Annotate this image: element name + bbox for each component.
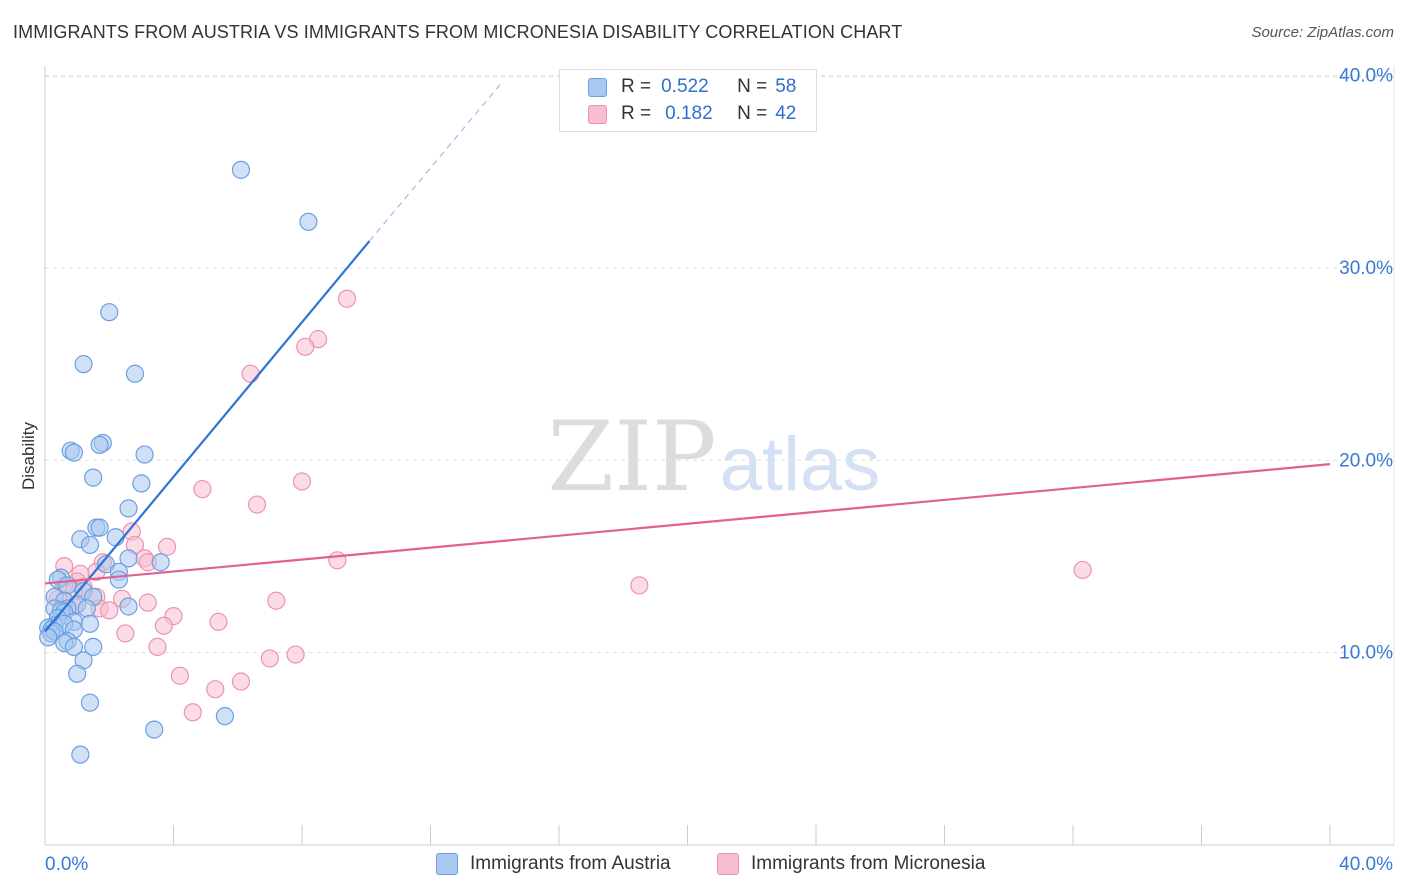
legend-n-label: N = xyxy=(737,103,768,124)
legend-micronesia-r: 0.182 xyxy=(665,103,713,124)
series-micronesia-points xyxy=(48,289,1092,722)
austria-point-56 xyxy=(145,720,164,739)
austria-point-20 xyxy=(151,553,170,572)
austria-point-6 xyxy=(64,443,84,462)
micronesia-point-34 xyxy=(116,624,135,643)
austria-point-12 xyxy=(119,499,138,518)
austria-point-35 xyxy=(77,599,96,618)
y-axis-label: Disability xyxy=(19,421,38,490)
legend-austria-r: 0.522 xyxy=(661,76,709,97)
austria-point-24 xyxy=(109,570,128,589)
austria-point-2 xyxy=(100,303,119,322)
austria-point-0 xyxy=(231,160,251,179)
micronesia-point-4 xyxy=(292,472,312,491)
micronesia-point-11 xyxy=(328,551,347,570)
austria-point-18 xyxy=(119,549,138,568)
austria-point-4 xyxy=(125,364,145,383)
micronesia-point-2 xyxy=(296,337,315,356)
austria-point-17 xyxy=(106,528,125,547)
austria-point-16 xyxy=(80,535,100,555)
legend-row-micronesia: R = 0.182 N = 42 xyxy=(588,102,796,126)
austria-point-14 xyxy=(90,518,109,537)
micronesia-point-41 xyxy=(183,703,202,722)
legend-r-label: R = xyxy=(621,76,652,97)
micronesia-point-39 xyxy=(231,672,251,691)
austria-point-3 xyxy=(74,355,93,374)
micronesia-point-17 xyxy=(1073,560,1092,580)
watermark-zip: ZIP xyxy=(547,401,716,513)
micronesia-point-30 xyxy=(100,601,119,620)
legend-austria-n: 58 xyxy=(775,76,797,97)
y-tick-label-0: 10.0% xyxy=(1339,643,1393,664)
micronesia-point-18 xyxy=(630,576,649,595)
y-tick-label-1: 20.0% xyxy=(1339,450,1393,471)
legend-n-label: N = xyxy=(737,76,768,97)
legend-micronesia-n: 42 xyxy=(775,103,797,124)
bottom-legend-swatch-micronesia xyxy=(717,853,739,875)
austria-point-55 xyxy=(215,707,234,726)
austria-point-51 xyxy=(64,637,84,656)
micronesia-point-0 xyxy=(337,289,357,308)
chart-title: IMMIGRANTS FROM AUSTRIA VS IMMIGRANTS FR… xyxy=(13,22,903,42)
austria-point-31 xyxy=(119,597,138,616)
micronesia-point-9 xyxy=(157,537,177,556)
legend-swatch-micronesia xyxy=(588,104,607,124)
micronesia-point-5 xyxy=(193,480,212,499)
trendlines xyxy=(44,82,1331,633)
micronesia-point-3 xyxy=(241,364,260,383)
austria-trendline-extension xyxy=(369,82,502,242)
micronesia-point-37 xyxy=(260,649,279,668)
micronesia-point-6 xyxy=(247,495,267,514)
micronesia-trendline xyxy=(44,463,1331,585)
y-tick-label-3: 40.0% xyxy=(1339,66,1393,87)
bottom-legend-label-austria: Immigrants from Austria xyxy=(470,853,671,874)
source-credit: Source: ZipAtlas.com xyxy=(1251,24,1394,41)
y-tick-label-2: 30.0% xyxy=(1339,258,1393,279)
legend-swatch-austria xyxy=(588,77,607,97)
correlation-legend: R = 0.522 N = 58 R = 0.182 N = 42 xyxy=(559,69,817,132)
legend-r-label: R = xyxy=(621,103,652,124)
micronesia-point-26 xyxy=(138,593,157,612)
bottom-legend-label-micronesia: Immigrants from Micronesia xyxy=(751,853,986,874)
austria-point-53 xyxy=(68,664,87,683)
austria-point-9 xyxy=(135,445,154,464)
micronesia-point-32 xyxy=(209,612,228,631)
axes xyxy=(44,66,1395,846)
bottom-legend-swatch-austria xyxy=(436,853,458,875)
micronesia-point-35 xyxy=(148,637,167,656)
austria-point-57 xyxy=(71,745,90,764)
austria-point-10 xyxy=(84,468,103,487)
x-tick-label-0: 0.0% xyxy=(45,854,88,875)
micronesia-point-38 xyxy=(170,666,190,685)
austria-point-41 xyxy=(80,614,100,633)
micronesia-point-33 xyxy=(154,616,173,635)
austria-trendline xyxy=(44,240,371,633)
bottom-legend-micronesia: Immigrants from Micronesia xyxy=(717,851,985,877)
watermark: ZIP atlas xyxy=(547,401,880,513)
austria-point-1 xyxy=(299,212,318,231)
micronesia-point-40 xyxy=(206,680,225,699)
micronesia-point-36 xyxy=(286,645,305,664)
micronesia-point-27 xyxy=(267,591,286,610)
tick-labels: 10.0% 20.0% 30.0% 40.0% 0.0% 40.0% xyxy=(45,66,1393,875)
austria-point-8 xyxy=(90,435,109,455)
watermark-atlas: atlas xyxy=(720,422,881,507)
x-tick-label-1: 40.0% xyxy=(1339,854,1393,875)
austria-point-50 xyxy=(84,637,103,656)
austria-point-54 xyxy=(80,693,100,712)
legend-row-austria: R = 0.522 N = 58 xyxy=(588,75,796,99)
grid-lines xyxy=(45,75,1394,654)
austria-point-47 xyxy=(39,628,58,647)
austria-point-11 xyxy=(132,474,151,493)
bottom-legend-austria: Immigrants from Austria xyxy=(436,851,671,877)
